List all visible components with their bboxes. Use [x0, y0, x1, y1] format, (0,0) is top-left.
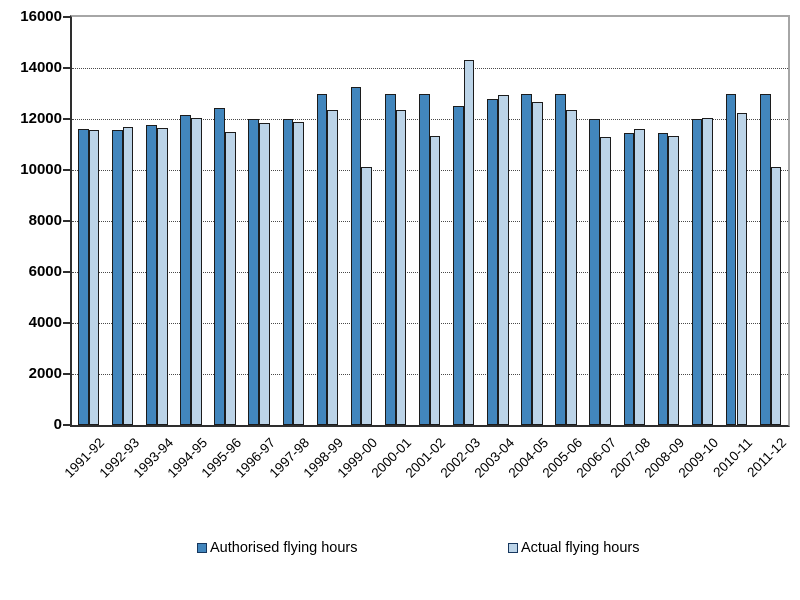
- bar-authorised-1992-93: [112, 130, 123, 425]
- y-tick-label-14000: 14000: [20, 59, 62, 76]
- y-tick-label-6000: 6000: [28, 263, 62, 280]
- bar-authorised-1995-96: [214, 107, 226, 425]
- y-tick-label-0: 0: [53, 416, 62, 433]
- y-tick-label-10000: 10000: [20, 161, 62, 178]
- bar-authorised-1994-95: [180, 115, 191, 425]
- y-tick-mark-0: [63, 424, 70, 426]
- bar-actual-1999-00: [361, 167, 373, 425]
- bar-actual-1994-95: [190, 117, 202, 425]
- bar-authorised-2011-12: [759, 93, 771, 425]
- bar-authorised-2008-09: [657, 133, 669, 425]
- legend: Authorised flying hours Actual flying ho…: [0, 538, 800, 560]
- bar-authorised-2005-06: [555, 93, 567, 425]
- bar-actual-1995-96: [225, 131, 236, 425]
- bar-actual-2002-03: [463, 60, 475, 425]
- bar-authorised-2002-03: [453, 106, 464, 425]
- bar-authorised-2000-01: [384, 93, 396, 425]
- bar-authorised-2010-11: [725, 93, 737, 425]
- bar-actual-1997-98: [293, 121, 304, 425]
- y-tick-mark-6000: [63, 271, 70, 273]
- bar-actual-2000-01: [395, 110, 407, 425]
- bar-authorised-1997-98: [282, 119, 294, 425]
- bar-authorised-2009-10: [691, 119, 703, 425]
- bar-authorised-1999-00: [350, 87, 362, 425]
- legend-swatch-authorised-icon: [197, 543, 207, 553]
- bar-actual-2005-06: [566, 110, 577, 425]
- y-tick-mark-14000: [63, 67, 70, 69]
- bar-authorised-2003-04: [487, 98, 498, 425]
- bar-authorised-2001-02: [418, 93, 430, 425]
- bar-actual-1998-99: [327, 110, 339, 425]
- y-tick-mark-12000: [63, 118, 70, 120]
- y-tick-label-16000: 16000: [20, 8, 62, 25]
- bar-authorised-2006-07: [589, 119, 601, 425]
- bar-authorised-1991-92: [78, 129, 89, 425]
- bar-actual-2011-12: [770, 167, 782, 425]
- legend-label-actual: Actual flying hours: [521, 540, 640, 556]
- bar-authorised-1998-99: [316, 93, 328, 425]
- bar-authorised-2007-08: [623, 133, 635, 425]
- bar-actual-2007-08: [634, 129, 645, 425]
- bar-authorised-2004-05: [521, 93, 532, 425]
- bar-actual-1992-93: [122, 126, 134, 425]
- bar-actual-2010-11: [736, 112, 748, 425]
- y-tick-label-12000: 12000: [20, 110, 62, 127]
- y-tick-mark-8000: [63, 220, 70, 222]
- y-tick-label-4000: 4000: [28, 314, 62, 331]
- y-tick-label-2000: 2000: [28, 365, 62, 382]
- gridline-14000: [72, 67, 788, 69]
- legend-item-authorised-flying-hours: Authorised flying hours: [197, 538, 358, 558]
- legend-label-authorised: Authorised flying hours: [210, 540, 358, 556]
- bar-actual-2008-09: [668, 135, 679, 425]
- bar-actual-1993-94: [156, 127, 168, 425]
- plot-area: [70, 15, 790, 427]
- bar-actual-2009-10: [702, 117, 714, 425]
- bar-actual-2003-04: [497, 94, 509, 425]
- bar-authorised-1993-94: [146, 125, 157, 425]
- legend-swatch-actual-icon: [508, 543, 518, 553]
- y-tick-mark-16000: [63, 16, 70, 18]
- y-tick-label-8000: 8000: [28, 212, 62, 229]
- bar-actual-1991-92: [88, 130, 100, 425]
- y-tick-mark-10000: [63, 169, 70, 171]
- bar-actual-2001-02: [429, 135, 441, 425]
- legend-item-actual-flying-hours: Actual flying hours: [508, 538, 639, 558]
- bar-actual-1996-97: [259, 122, 270, 425]
- y-tick-mark-2000: [63, 373, 70, 375]
- bar-actual-2006-07: [600, 136, 611, 425]
- gridline-12000: [72, 118, 788, 120]
- bar-actual-2004-05: [531, 102, 543, 425]
- bar-authorised-1996-97: [248, 119, 260, 425]
- y-tick-mark-4000: [63, 322, 70, 324]
